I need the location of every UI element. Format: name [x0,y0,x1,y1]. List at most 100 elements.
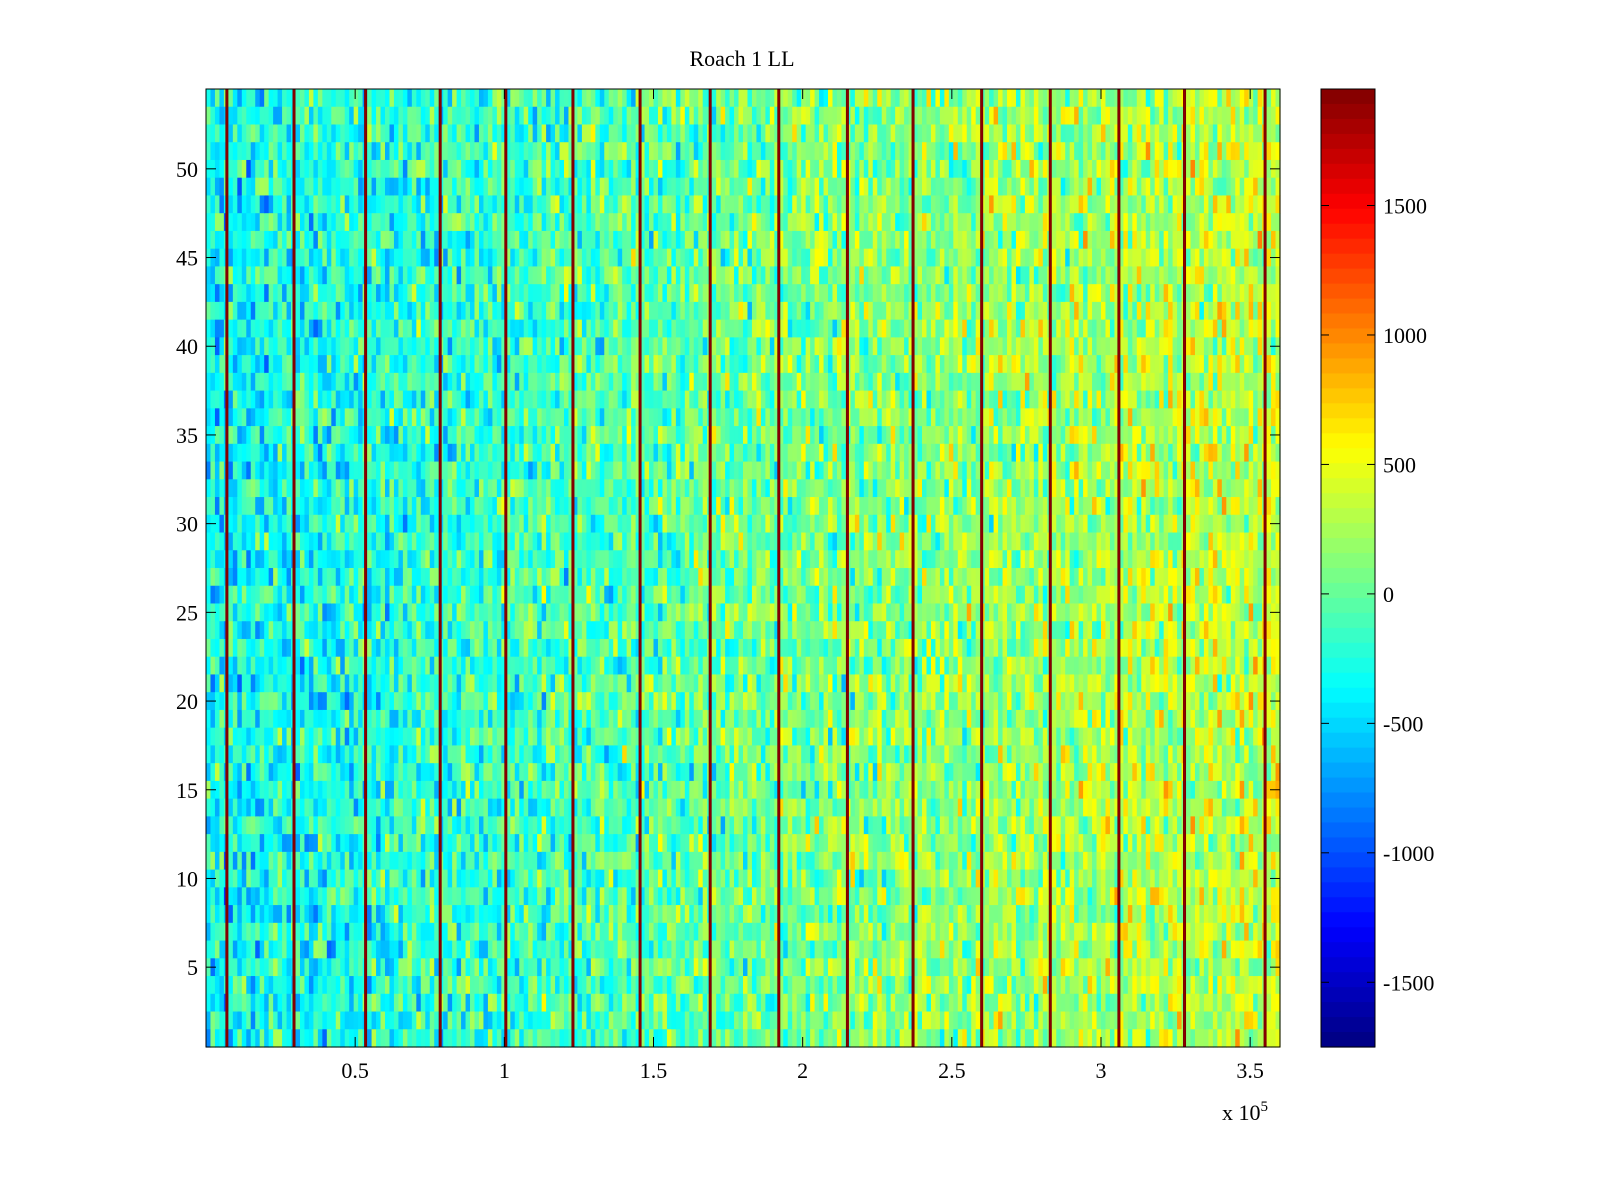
heatmap-cell [537,816,543,835]
heatmap-cell [443,1011,449,1030]
heatmap-cell [398,195,404,214]
heatmap-cell [210,372,216,392]
heatmap-cell [317,337,323,356]
heatmap-cell [420,408,426,427]
heatmap-cell [416,426,422,445]
heatmap-cell [299,426,306,445]
heatmap-cell [250,674,256,693]
heatmap-cell [514,922,520,942]
heatmap-cell [299,408,306,427]
heatmap-cell [586,319,592,338]
heatmap-cell [550,1029,556,1048]
heatmap-cell [286,656,292,676]
heatmap-cell [259,976,265,995]
heatmap-cell [326,745,332,764]
heatmap-cell [586,851,592,871]
heatmap-cell [452,603,458,622]
heatmap-cell [416,709,422,729]
heatmap-cell [577,1029,583,1048]
heatmap-cell [206,532,212,551]
heatmap-cell [474,585,480,605]
heatmap-cell [492,461,498,480]
heatmap-cell [349,284,355,303]
heatmap-cell [581,124,587,143]
heatmap-cell [416,372,422,392]
heatmap-cell [452,372,458,392]
heatmap-cell [528,514,534,534]
heatmap-cell [613,284,619,303]
heatmap-cell [407,834,413,853]
heatmap-cell [340,461,346,480]
heatmap-cell [313,976,319,995]
heatmap-cell [277,230,283,250]
heatmap-cell [420,834,426,853]
heatmap-cell [452,674,458,693]
heatmap-cell [434,284,440,303]
heatmap-cell [246,674,252,693]
heatmap-cell [308,905,314,924]
heatmap-cell [559,266,565,285]
heatmap-cell [519,195,525,214]
heatmap-cell [246,497,252,516]
heatmap-cell [447,124,453,143]
heatmap-cell [429,159,435,179]
heatmap-cell [501,763,507,782]
heatmap-cell [367,727,373,747]
heatmap-cell [572,142,579,161]
heatmap-cell [326,603,332,622]
heatmap-cell [308,816,314,835]
heatmap-cell [528,727,534,747]
heatmap-cell [393,603,400,622]
heatmap-cell [398,248,404,268]
heatmap-cell [255,958,261,977]
heatmap-cell [550,426,556,445]
heatmap-cell [367,763,373,782]
heatmap-cell [210,745,216,764]
heatmap-cell [572,159,579,179]
heatmap-cell [452,958,458,977]
heatmap-cell [447,638,453,658]
heatmap-cell [317,195,323,214]
heatmap-cell [425,461,431,480]
heatmap-cell [572,816,579,835]
heatmap-cell [286,248,292,268]
heatmap-cell [550,851,556,871]
heatmap-cell [250,692,256,711]
heatmap-cell [568,497,574,516]
heatmap-cell [277,408,283,427]
heatmap-cell [613,905,619,924]
heatmap-cell [255,798,261,817]
heatmap-cell [470,621,476,640]
heatmap-cell [599,692,605,711]
heatmap-cell [313,816,319,835]
heatmap-cell [335,337,341,356]
heatmap-cell [385,124,391,143]
heatmap-cell [407,177,413,197]
heatmap-cell [420,213,426,232]
heatmap-cell [456,443,462,463]
heatmap-cell [613,355,619,374]
heatmap-cell [586,958,592,977]
heatmap-cell [255,922,261,942]
heatmap-cell [483,159,489,179]
heatmap-cell [572,195,579,214]
heatmap-cell [461,426,467,445]
heatmap-cell [335,124,341,143]
heatmap-cell [496,816,502,835]
heatmap-cell [478,479,485,498]
heatmap-cell [331,532,337,551]
heatmap-cell [358,763,364,782]
heatmap-cell [568,958,574,977]
heatmap-cell [402,834,408,853]
heatmap-cell [286,745,292,764]
heatmap-cell [456,568,462,587]
heatmap-cell [282,905,288,924]
heatmap-cell [608,869,614,888]
heatmap-cell [474,905,480,924]
heatmap-cell [429,266,435,285]
heatmap-cell [555,213,561,232]
heatmap-cell [546,461,552,480]
heatmap-cell [228,408,234,427]
heatmap-cell [331,195,337,214]
heatmap-cell [398,284,404,303]
